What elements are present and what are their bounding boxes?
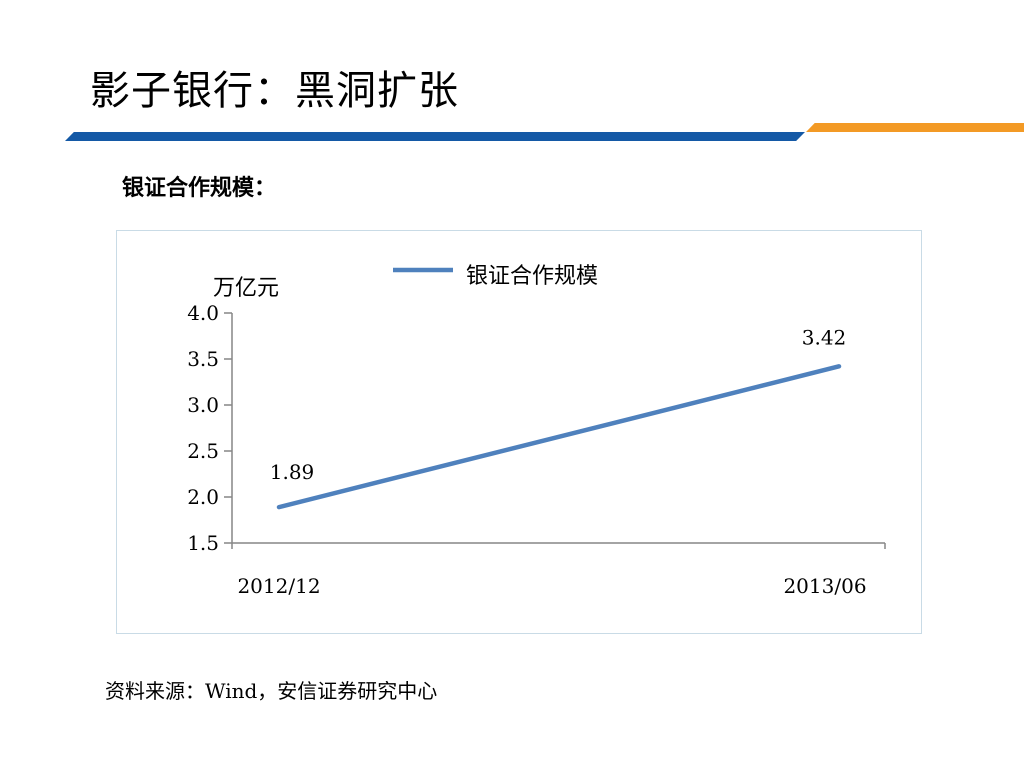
series-line-yinzheng <box>276 364 842 510</box>
y-tick-label: 3.5 <box>187 347 219 371</box>
legend-label: 银证合作规模 <box>466 264 598 289</box>
y-tick-label: 1.5 <box>187 531 219 555</box>
data-label: 1.89 <box>270 460 315 484</box>
y-axis-unit-label: 万亿元 <box>213 276 279 301</box>
title-rule-orange <box>806 123 1024 132</box>
data-source-note: 资料来源：Wind，安信证券研究中心 <box>105 679 438 703</box>
title-rule-blue <box>65 132 805 141</box>
chart-subtitle: 银证合作规模： <box>122 176 277 201</box>
slide-title: 影子银行：黑洞扩张 <box>90 68 459 114</box>
chart-frame: 1.5 2.0 2.5 3.0 3.5 4.0 2012/12 2013/06 万亿元 1.89 3… <box>116 230 922 634</box>
x-tick-label: 2012/12 <box>237 574 320 598</box>
line-chart: 1.5 2.0 2.5 3.0 3.5 4.0 2012/12 2013/06 万亿元 1.89 3… <box>187 264 886 598</box>
y-tick-label: 3.0 <box>187 393 219 417</box>
y-tick-label: 2.5 <box>187 439 219 463</box>
y-tick-label: 4.0 <box>187 301 219 325</box>
x-tick-label: 2013/06 <box>783 574 866 598</box>
data-label: 3.42 <box>802 325 847 349</box>
y-tick-label: 2.0 <box>187 485 219 509</box>
